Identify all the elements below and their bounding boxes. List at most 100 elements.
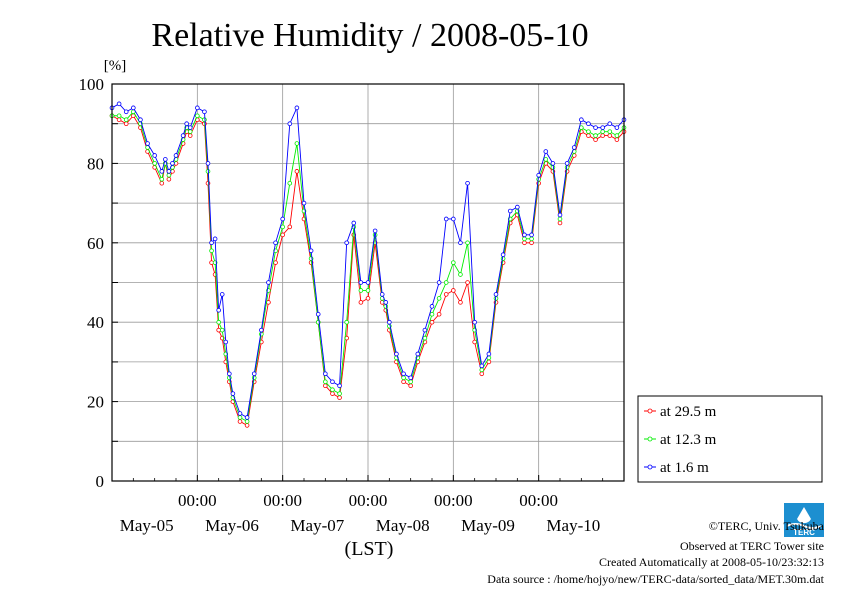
data-point [287,121,293,126]
data-point [529,240,534,246]
data-point [571,145,577,150]
series-layer [109,101,627,428]
data-point [429,304,435,309]
data-point [522,232,527,238]
data-point [443,216,449,222]
x-tick-label: 00:00 [178,491,217,510]
data-point [266,280,271,285]
data-point [159,176,165,182]
data-point [202,117,207,123]
data-point [365,280,371,285]
date-label: May-05 [120,516,174,535]
droplet-icon [797,507,811,524]
data-point [219,292,225,297]
legend-marker [647,436,653,442]
data-point [244,419,250,424]
data-point [586,133,591,138]
data-point [493,292,499,297]
data-point [550,161,556,166]
data-point [330,391,335,396]
data-point [138,117,143,123]
data-point [159,169,165,174]
data-point [187,133,193,138]
data-point [170,161,175,166]
data-point [408,383,413,389]
data-point [195,105,200,111]
x-tick-label: 00:00 [434,491,473,510]
data-point [379,292,385,297]
data-point [280,216,285,222]
data-point [123,121,129,126]
data-point [458,240,463,246]
data-point [522,240,527,246]
legend-box [637,395,823,483]
data-point [227,371,232,377]
data-point [294,141,300,146]
data-point [323,383,328,389]
data-point [586,129,591,134]
data-point [429,311,435,317]
data-point [358,288,364,293]
data-point [600,125,605,130]
data-point [372,228,378,234]
footer: ©TERC, Univ. Tsukuba Observed at TERC To… [487,519,824,586]
data-point [500,252,506,258]
data-point [586,121,591,126]
data-point [223,339,229,345]
data-point [337,391,342,396]
data-point [472,339,477,345]
data-point [614,133,620,138]
legend-item: at 1.6 m [644,460,709,476]
data-point [131,105,136,111]
data-point [287,180,293,186]
data-point [600,133,605,138]
y-tick-label: 40 [87,313,104,332]
data-point [180,133,186,138]
data-point [579,117,584,123]
date-label: May-09 [461,516,515,535]
data-point [543,149,549,154]
data-point [337,383,342,389]
data-point [212,236,218,242]
series-2 [109,101,627,420]
data-point [536,173,541,178]
date-label: May-10 [546,516,600,535]
data-point [280,224,285,230]
data-point [237,415,243,420]
data-point [166,173,172,178]
y-tick-label: 0 [96,472,105,491]
data-point [216,319,221,325]
data-point [415,351,421,357]
data-point [195,113,200,119]
data-point [152,161,157,166]
data-point [443,292,449,297]
x-axis-label: (LST) [345,538,394,560]
data-point [123,117,129,123]
footer-source: Data source : /home/hojyo/new/TERC-data/… [487,572,824,586]
data-point [593,133,598,138]
data-point [259,327,264,333]
data-point [159,180,165,186]
data-point [451,288,456,293]
data-point [564,161,570,166]
data-point [323,371,328,377]
footer-created: Created Automatically at 2008-05-10/23:3… [599,555,824,569]
data-point [294,105,300,111]
data-point [614,125,620,130]
data-point [408,379,413,385]
wave-icon [786,523,822,529]
data-point [593,137,598,142]
legend: at 29.5 m at 12.3 m at 1.6 m [637,395,823,483]
data-point [529,236,534,242]
x-tick-label: 00:00 [263,491,302,510]
date-label: May-06 [205,516,259,535]
data-point [294,169,300,174]
data-point [458,272,463,277]
y-axis: 0 20 40 60 80 100 [79,75,118,491]
data-point [237,411,243,416]
data-point [358,280,364,285]
data-point [451,260,456,265]
footer-copyright: ©TERC, Univ. Tsukuba [709,519,825,533]
data-point [443,280,449,285]
